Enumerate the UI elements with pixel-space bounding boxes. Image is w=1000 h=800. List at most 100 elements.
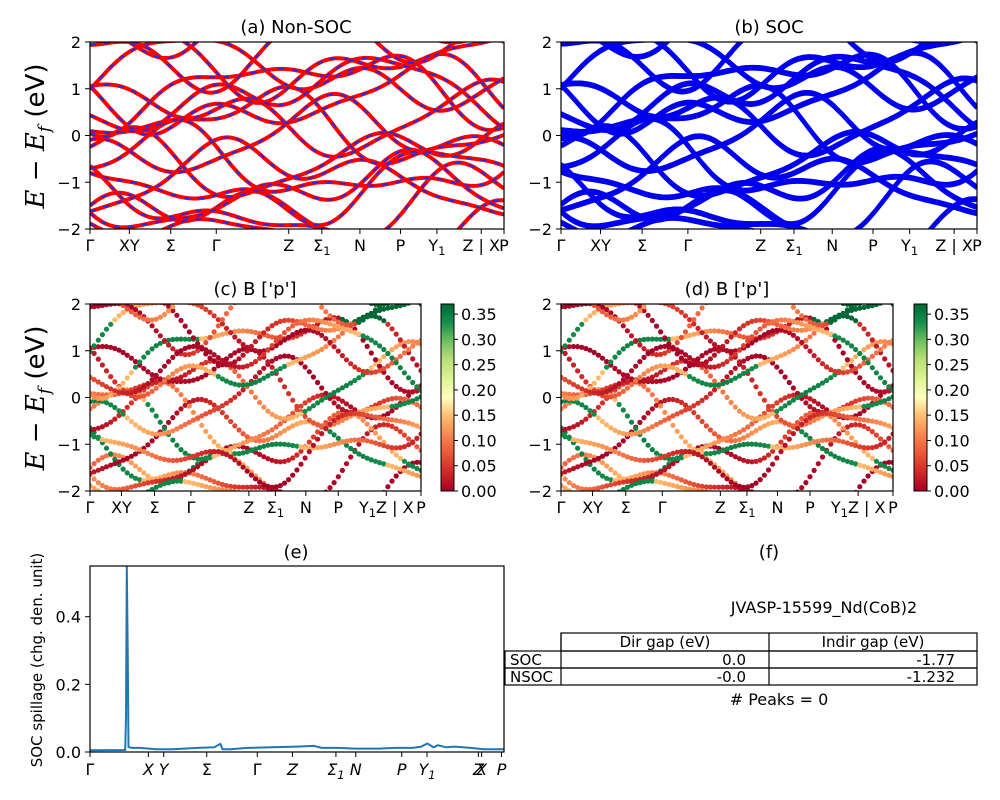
projected-point bbox=[364, 343, 370, 349]
projected-point bbox=[401, 401, 407, 407]
projected-point bbox=[410, 398, 416, 404]
projected-point bbox=[91, 485, 97, 491]
projected-point bbox=[166, 308, 172, 314]
projected-point bbox=[277, 377, 283, 383]
projected-point bbox=[232, 489, 238, 491]
projected-point bbox=[286, 477, 292, 483]
projected-point bbox=[95, 337, 101, 343]
band-line-split bbox=[561, 158, 977, 229]
projected-point bbox=[244, 434, 250, 440]
projected-point bbox=[149, 438, 155, 444]
x-tick-label: P bbox=[416, 498, 426, 517]
colorbar-tick-label: 0.10 bbox=[461, 431, 497, 450]
projected-point bbox=[302, 354, 308, 360]
projected-point bbox=[401, 370, 407, 376]
projected-point bbox=[599, 390, 606, 396]
projected-point bbox=[190, 480, 196, 486]
projected-point bbox=[645, 442, 651, 448]
projected-point bbox=[103, 445, 110, 451]
projected-point bbox=[145, 317, 151, 323]
projected-point bbox=[277, 430, 283, 436]
projected-point bbox=[566, 425, 572, 431]
projected-point bbox=[794, 394, 801, 401]
projected-point bbox=[579, 304, 585, 307]
projected-point bbox=[182, 345, 188, 351]
projected-point bbox=[628, 376, 635, 382]
projected-point bbox=[211, 333, 217, 340]
projected-point bbox=[599, 309, 606, 315]
projected-point bbox=[335, 334, 341, 340]
projected-point bbox=[641, 371, 647, 377]
projected-point bbox=[199, 374, 205, 380]
projected-point bbox=[620, 317, 626, 323]
projected-point bbox=[587, 408, 593, 414]
projected-point bbox=[770, 419, 776, 426]
projected-point bbox=[372, 405, 379, 411]
projected-point bbox=[381, 318, 387, 324]
projected-point bbox=[815, 382, 821, 389]
projected-point bbox=[803, 400, 809, 406]
projected-point bbox=[803, 344, 809, 350]
projected-point bbox=[381, 422, 387, 428]
projected-point bbox=[749, 415, 755, 421]
projected-point bbox=[174, 478, 180, 484]
projected-point bbox=[587, 440, 593, 446]
projected-point bbox=[128, 390, 134, 396]
projected-point bbox=[824, 410, 830, 417]
y-tick-label: 0.0 bbox=[56, 743, 81, 762]
projected-point bbox=[215, 332, 221, 338]
projected-point bbox=[203, 340, 209, 346]
projected-point bbox=[120, 441, 126, 447]
projected-point bbox=[770, 360, 776, 366]
projected-point bbox=[790, 304, 797, 310]
projected-point bbox=[265, 483, 271, 489]
projected-point bbox=[649, 374, 655, 380]
projected-point bbox=[786, 330, 792, 336]
projected-point bbox=[749, 340, 755, 346]
projected-point bbox=[575, 438, 581, 444]
projected-point bbox=[377, 363, 383, 369]
projected-point bbox=[401, 388, 407, 394]
projected-point bbox=[861, 463, 867, 469]
y-tick-label: 0.4 bbox=[56, 608, 81, 627]
projected-point bbox=[211, 313, 217, 319]
projected-point bbox=[149, 479, 155, 485]
projected-point bbox=[302, 455, 308, 461]
projected-point bbox=[327, 429, 333, 435]
projected-point bbox=[401, 432, 407, 438]
projected-point bbox=[687, 443, 693, 449]
projected-point bbox=[265, 333, 271, 339]
projected-point bbox=[691, 331, 697, 337]
projected-point bbox=[145, 401, 151, 408]
projected-point bbox=[637, 419, 643, 425]
projected-point bbox=[99, 332, 105, 338]
projected-point bbox=[364, 431, 370, 437]
projected-point bbox=[211, 479, 217, 485]
projected-point bbox=[302, 413, 308, 419]
y-tick-label: −2 bbox=[528, 220, 552, 239]
projected-point bbox=[591, 486, 597, 491]
projected-point bbox=[306, 369, 312, 375]
projected-point bbox=[728, 399, 734, 406]
projected-point bbox=[108, 462, 114, 468]
projected-point bbox=[128, 473, 134, 479]
projected-point bbox=[653, 345, 660, 351]
projected-point bbox=[108, 386, 114, 392]
projected-point bbox=[658, 336, 664, 342]
projected-point bbox=[132, 445, 139, 451]
projected-point bbox=[137, 394, 143, 400]
projected-point bbox=[720, 447, 726, 454]
projected-point bbox=[310, 442, 316, 448]
projected-point bbox=[273, 343, 279, 349]
x-tick-label: Γ bbox=[253, 760, 262, 779]
projected-point bbox=[195, 464, 201, 470]
projected-point bbox=[236, 382, 242, 388]
projected-point bbox=[591, 310, 597, 316]
projected-point bbox=[794, 309, 801, 315]
x-tick-label: X bbox=[142, 760, 155, 779]
projected-point bbox=[604, 475, 610, 481]
projected-point bbox=[799, 429, 805, 435]
projected-point bbox=[331, 322, 337, 328]
projected-point bbox=[352, 377, 358, 384]
projected-point bbox=[294, 320, 300, 326]
